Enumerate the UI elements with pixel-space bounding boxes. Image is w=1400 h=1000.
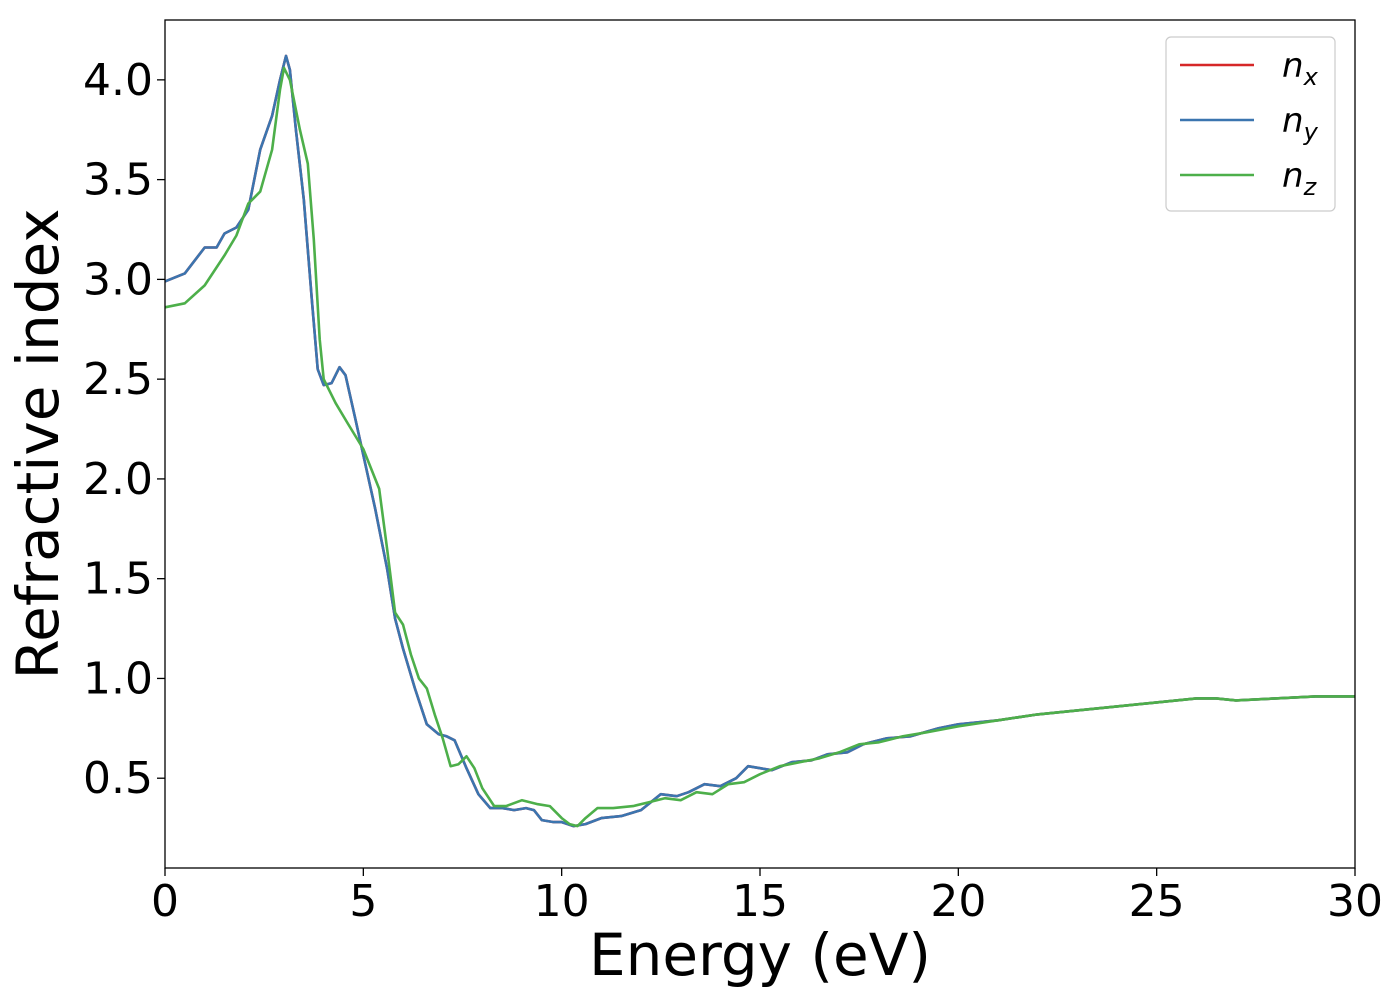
y-tick-label: 1.0: [83, 653, 153, 704]
x-axis-ticks: 0 5 10 15 20 25 30: [151, 868, 1383, 927]
y-tick-label: 0.5: [83, 753, 153, 804]
x-tick-label: 30: [1327, 876, 1383, 927]
plot-area: [165, 20, 1355, 868]
y-tick-label: 2.5: [83, 354, 153, 405]
x-tick-label: 0: [151, 876, 179, 927]
legend-entry: nz: [1282, 156, 1318, 201]
x-tick-label: 25: [1129, 876, 1185, 927]
series-layer: [164, 54, 1355, 828]
x-tick-label: 20: [930, 876, 986, 927]
x-axis-label: Energy (eV): [589, 921, 931, 989]
y-axis-label: Refractive index: [4, 208, 72, 679]
legend-entry: ny: [1282, 101, 1319, 146]
legend-subscript: z: [1303, 173, 1318, 201]
y-tick-label: 1.5: [83, 554, 153, 605]
legend-name: n: [1282, 156, 1304, 196]
legend-name: n: [1282, 46, 1304, 86]
x-tick-label: 15: [732, 876, 788, 927]
series-line-nz: [164, 66, 1355, 828]
legend-box: [1165, 36, 1336, 212]
legend-subscript: y: [1303, 118, 1319, 146]
legend-subscript: x: [1303, 63, 1319, 91]
legend-name: n: [1282, 101, 1304, 141]
y-axis-ticks: 0.5 1.0 1.5 2.0 2.5 3.0 3.5 4.0: [83, 55, 165, 804]
x-tick-label: 5: [349, 876, 377, 927]
x-tick-label: 10: [534, 876, 590, 927]
y-tick-label: 3.0: [83, 254, 153, 305]
y-tick-label: 2.0: [83, 454, 153, 505]
legend-entry: nx: [1282, 46, 1319, 91]
y-tick-label: 3.5: [83, 155, 153, 206]
y-tick-label: 4.0: [83, 55, 153, 106]
